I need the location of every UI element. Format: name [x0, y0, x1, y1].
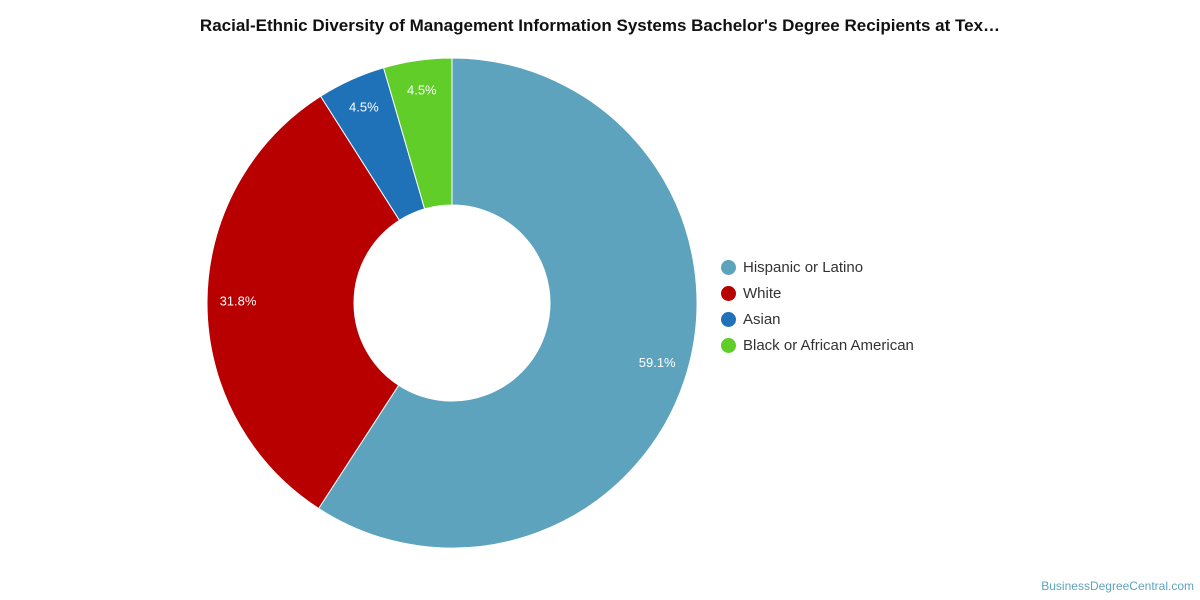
legend-item-asian[interactable]: Asian — [721, 306, 914, 332]
slice-hispanic-or-latino[interactable] — [317, 57, 698, 549]
legend-swatch — [721, 285, 736, 301]
slice-label-hispanic-or-latino: 59.1% — [639, 355, 676, 370]
chart-legend: Hispanic or Latino White Asian Black or Afr… — [721, 254, 914, 358]
slice-label-black-or-african-american: 4.5% — [407, 83, 437, 98]
chart-title: Racial-Ethnic Diversity of Management In… — [199, 16, 1001, 35]
legend-item-black-or-african-american[interactable]: Black or African American — [721, 332, 914, 358]
legend-label: Hispanic or Latino — [743, 258, 864, 276]
legend-swatch — [721, 337, 736, 353]
legend-label: Black or African American — [743, 336, 914, 354]
legend-label: White — [743, 284, 782, 302]
legend-item-white[interactable]: White — [721, 280, 914, 306]
slice-black-or-african-american[interactable] — [382, 57, 453, 210]
legend-item-hispanic-or-latino[interactable]: Hispanic or Latino — [721, 254, 914, 280]
slice-white[interactable] — [206, 95, 401, 510]
slice-label-white: 31.8% — [220, 293, 257, 308]
legend-swatch — [721, 311, 736, 327]
source-credit[interactable]: BusinessDegreeCentral.com — [1041, 579, 1194, 593]
legend-label: Asian — [743, 310, 781, 328]
slice-label-asian: 4.5% — [349, 99, 379, 114]
legend-swatch — [721, 259, 736, 275]
